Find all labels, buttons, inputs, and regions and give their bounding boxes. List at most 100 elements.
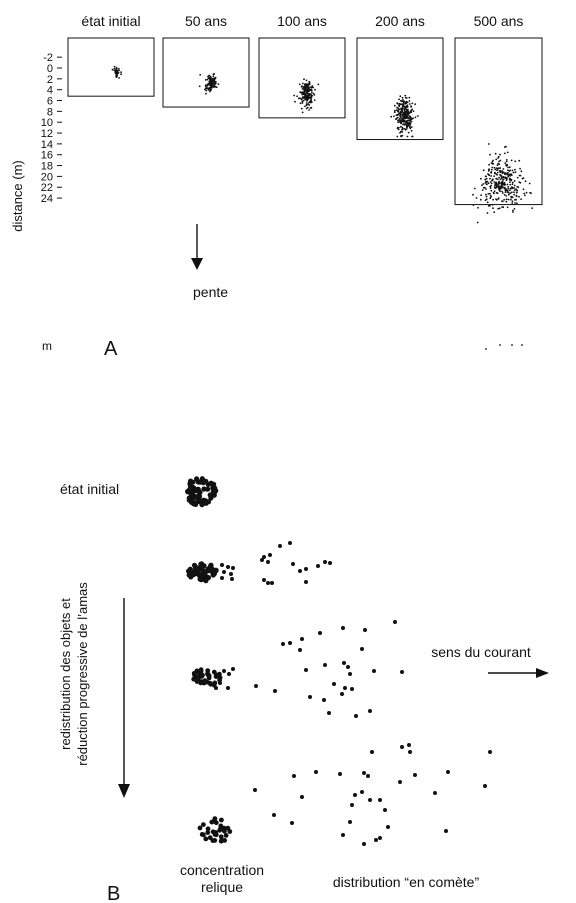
artifact-dot xyxy=(485,348,487,350)
artifact-dot xyxy=(229,572,233,576)
artifact-dot xyxy=(514,171,517,174)
artifact-dot xyxy=(520,170,523,173)
artifact-dot xyxy=(314,770,318,774)
artifact-dot xyxy=(493,175,495,178)
artifact-dot xyxy=(524,194,526,197)
artifact-dot xyxy=(516,189,519,192)
artifact-dot xyxy=(198,566,204,572)
artifact-dot xyxy=(204,84,207,86)
artifact-dot xyxy=(512,211,514,213)
current-arrow xyxy=(488,668,549,678)
artifact-dot xyxy=(401,117,403,120)
artifact-dot xyxy=(500,175,502,177)
artifact-dot xyxy=(433,791,437,795)
artifact-dot xyxy=(495,186,498,189)
artifact-dot xyxy=(205,830,211,835)
artifact-dot xyxy=(187,480,193,486)
artifact-dot xyxy=(399,118,401,121)
artifact-dot xyxy=(505,195,508,197)
artifact-dot xyxy=(203,836,209,842)
artifact-dot xyxy=(414,103,417,106)
artifact-dot xyxy=(497,155,500,158)
y-tick-label: 24 xyxy=(41,193,53,205)
artifact-dot xyxy=(476,221,479,224)
artifact-dot xyxy=(414,116,417,119)
y-tick-label: 12 xyxy=(41,128,53,140)
artifact-dot xyxy=(310,95,313,97)
artifact-dot xyxy=(301,111,304,114)
artifact-dot xyxy=(398,98,400,101)
artifact-dot xyxy=(511,181,514,184)
artifact-dot xyxy=(403,112,406,115)
artifact-dot xyxy=(395,118,397,120)
artifact-dot xyxy=(494,182,497,185)
artifact-dot xyxy=(401,113,404,116)
artifact-dot xyxy=(305,102,308,104)
artifact-dot xyxy=(405,112,408,114)
artifact-dot xyxy=(507,185,510,188)
artifact-dot xyxy=(406,135,409,138)
artifact-dot xyxy=(205,668,211,673)
time-box-title: 500 ans xyxy=(474,13,524,29)
artifact-dot xyxy=(308,96,311,99)
artifact-dot xyxy=(270,581,274,585)
artifact-dot xyxy=(290,821,294,825)
artifact-dot xyxy=(504,191,507,194)
artifact-dot xyxy=(410,118,413,121)
artifact-dot xyxy=(509,189,511,192)
vertical-label: redistribution des objets et réduction p… xyxy=(58,582,90,766)
artifact-dot xyxy=(501,180,503,183)
artifact-dot xyxy=(397,109,400,111)
artifact-dot xyxy=(513,191,515,194)
artifact-dot xyxy=(511,344,513,346)
artifact-dot xyxy=(332,682,336,686)
artifact-dot xyxy=(512,209,514,212)
artifact-dot xyxy=(195,496,202,502)
artifact-dot xyxy=(230,577,234,581)
artifact-dot xyxy=(409,127,412,130)
artifact-dot xyxy=(525,191,528,194)
artifact-dot xyxy=(328,561,332,565)
artifact-dot xyxy=(514,202,516,204)
artifact-dot xyxy=(305,94,308,96)
artifact-dot xyxy=(513,208,516,210)
artifact-dot xyxy=(515,198,517,201)
artifact-dot xyxy=(499,159,502,162)
artifact-dot xyxy=(506,151,509,154)
artifact-dot xyxy=(396,135,399,138)
artifact-dot xyxy=(406,115,408,118)
artifact-dot xyxy=(208,83,211,85)
panel-a-letter: A xyxy=(104,338,118,360)
cluster-row-2 xyxy=(186,541,332,585)
artifact-dot xyxy=(490,182,493,185)
artifact-dot xyxy=(404,96,407,99)
artifact-dot xyxy=(304,105,306,108)
artifact-dot xyxy=(397,126,400,129)
relic-label-line1: concentration xyxy=(180,862,264,878)
artifact-dot xyxy=(218,838,224,844)
artifact-dot xyxy=(408,119,411,122)
time-box-title: 50 ans xyxy=(185,13,227,29)
artifact-dot xyxy=(350,803,354,807)
artifact-dot xyxy=(348,672,352,676)
artifact-dot xyxy=(485,195,488,198)
artifact-dot xyxy=(410,129,413,132)
artifact-dot xyxy=(402,121,405,123)
artifact-dot xyxy=(484,178,486,181)
artifact-dot xyxy=(508,177,511,180)
artifact-dot xyxy=(220,576,224,580)
artifact-dot xyxy=(310,96,313,99)
artifact-dot xyxy=(254,684,258,688)
artifact-dot xyxy=(485,183,488,186)
artifact-dot xyxy=(312,86,314,89)
artifact-dot xyxy=(487,193,490,195)
artifact-dot xyxy=(409,119,412,122)
artifact-dot xyxy=(402,123,404,126)
artifact-dot xyxy=(214,85,217,88)
artifact-dot xyxy=(311,91,313,94)
artifact-dot xyxy=(489,185,492,188)
artifact-dot xyxy=(222,570,226,574)
artifact-dot xyxy=(403,127,406,130)
artifact-dot xyxy=(260,558,264,562)
